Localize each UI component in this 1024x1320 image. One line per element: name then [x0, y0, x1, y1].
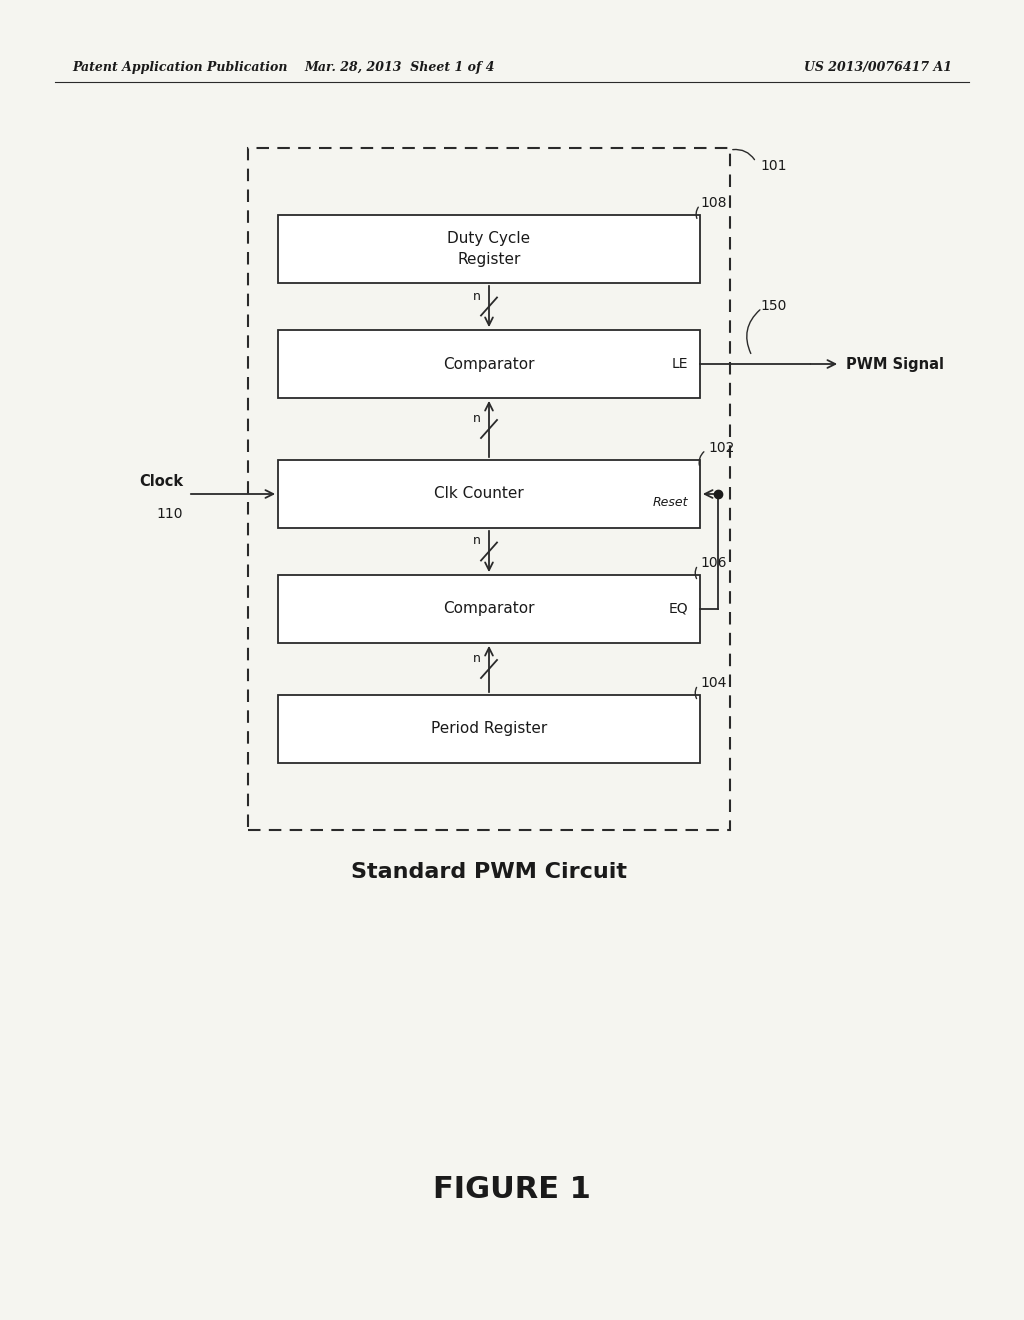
- Bar: [278, 215, 700, 282]
- Text: Duty Cycle
Register: Duty Cycle Register: [447, 231, 530, 267]
- Text: LE: LE: [672, 356, 688, 371]
- Text: Period Register: Period Register: [431, 722, 547, 737]
- Bar: [278, 576, 700, 643]
- Text: Comparator: Comparator: [443, 602, 535, 616]
- Text: 106: 106: [700, 556, 726, 570]
- Text: 108: 108: [700, 195, 726, 210]
- Text: 110: 110: [157, 507, 183, 521]
- Bar: [278, 696, 700, 763]
- Text: 150: 150: [760, 300, 786, 313]
- Text: Clock: Clock: [139, 474, 183, 490]
- Text: n: n: [473, 535, 481, 548]
- Text: US 2013/0076417 A1: US 2013/0076417 A1: [804, 62, 952, 74]
- Text: Reset: Reset: [652, 495, 688, 508]
- Text: FIGURE 1: FIGURE 1: [433, 1176, 591, 1204]
- Text: 102: 102: [708, 441, 734, 455]
- Text: n: n: [473, 652, 481, 665]
- Text: PWM Signal: PWM Signal: [846, 356, 944, 371]
- Text: Standard PWM Circuit: Standard PWM Circuit: [351, 862, 627, 882]
- Text: Mar. 28, 2013  Sheet 1 of 4: Mar. 28, 2013 Sheet 1 of 4: [305, 62, 496, 74]
- Bar: [278, 459, 700, 528]
- Text: 101: 101: [760, 158, 786, 173]
- Text: Comparator: Comparator: [443, 356, 535, 371]
- Bar: [278, 330, 700, 399]
- Text: n: n: [473, 412, 481, 425]
- Bar: [248, 148, 730, 830]
- Text: Clk Counter: Clk Counter: [434, 487, 524, 502]
- Text: n: n: [473, 289, 481, 302]
- Text: 104: 104: [700, 676, 726, 690]
- Text: EQ: EQ: [669, 602, 688, 616]
- Text: Patent Application Publication: Patent Application Publication: [72, 62, 288, 74]
